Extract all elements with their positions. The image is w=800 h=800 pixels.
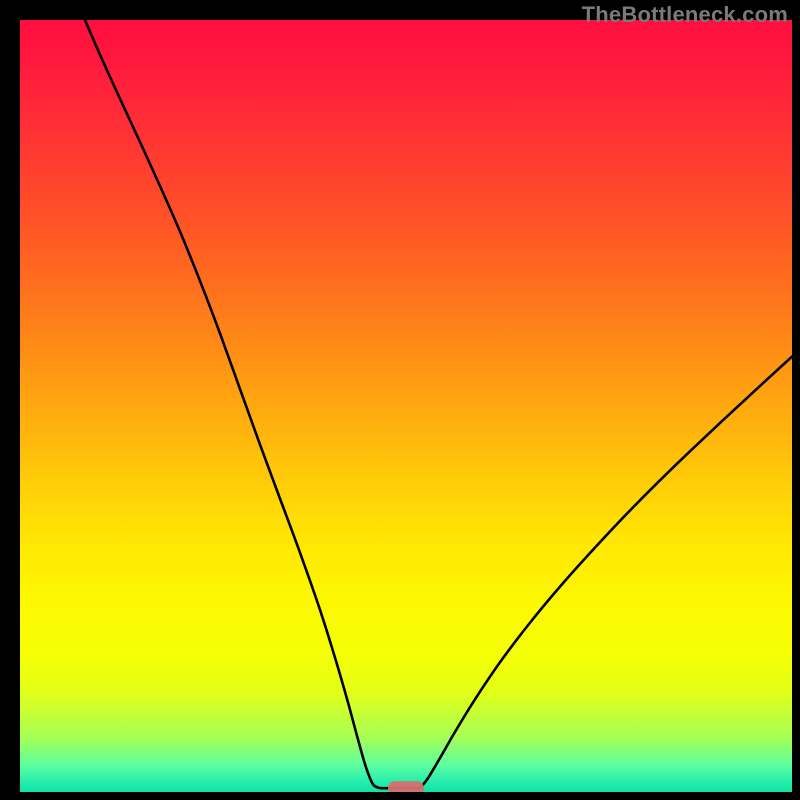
minimum-marker [388, 781, 424, 792]
bottleneck-chart-svg [20, 20, 792, 792]
chart-frame: TheBottleneck.com [0, 0, 800, 800]
watermark-text: TheBottleneck.com [582, 2, 788, 28]
plot-area [20, 20, 792, 792]
